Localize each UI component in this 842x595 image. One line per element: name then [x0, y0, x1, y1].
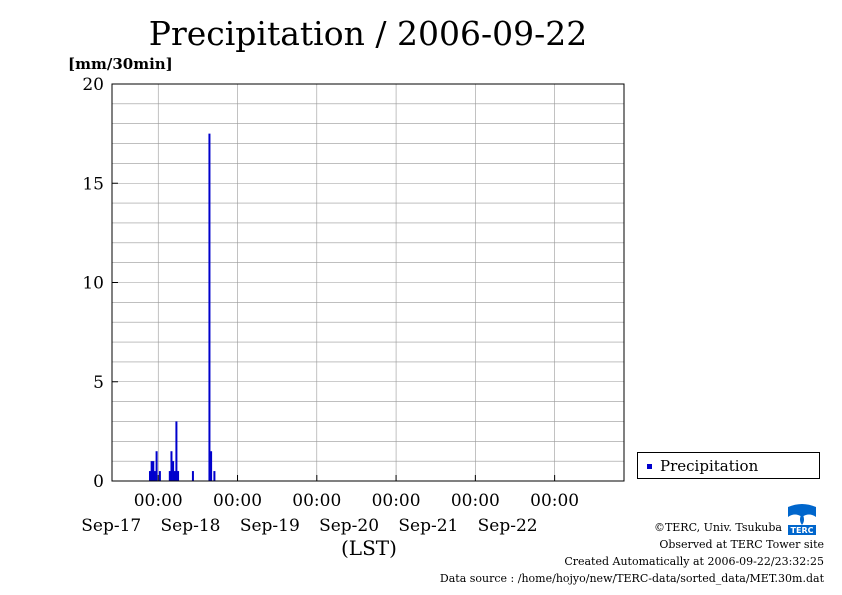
x-tick-date-label: Sep-20 [319, 516, 379, 536]
precipitation-bar [155, 451, 158, 481]
precipitation-bar [152, 461, 155, 481]
precipitation-bar [208, 133, 211, 481]
x-tick-time-label: 00:00 [134, 491, 183, 511]
x-tick-time-label: 00:00 [372, 491, 421, 511]
precipitation-bar [210, 451, 213, 481]
precipitation-bar [158, 471, 161, 481]
precipitation-bar [213, 471, 216, 481]
precipitation-bar [150, 461, 153, 481]
x-tick-time-label: 00:00 [451, 491, 500, 511]
chart-title: Precipitation / 2006-09-22 [148, 14, 588, 53]
x-tick-time-label: 00:00 [530, 491, 579, 511]
y-tick-label: 15 [82, 174, 104, 194]
precipitation-bar [175, 421, 178, 481]
legend: Precipitation [637, 452, 820, 479]
observed-text: Observed at TERC Tower site [659, 538, 824, 551]
precipitation-bar [177, 471, 180, 481]
precipitation-bar [168, 471, 171, 481]
y-tick-label: 0 [93, 472, 104, 492]
x-tick-time-label: 00:00 [213, 491, 262, 511]
precipitation-bars [148, 133, 216, 481]
precipitation-bar [172, 461, 175, 481]
precipitation-bar [153, 471, 156, 481]
y-axis-unit-label: [mm/30min] [68, 55, 173, 73]
precipitation-bar [148, 471, 151, 481]
x-axis-label: (LST) [341, 536, 397, 560]
x-tick-date-label: Sep-19 [240, 516, 300, 536]
axis-ticks: 0 5 10 15 20 00:00 Sep-17 00:00 Sep-18 00:00 Sep-1… [81, 75, 579, 536]
grid-lines [112, 84, 624, 481]
x-tick-date-label: Sep-18 [161, 516, 221, 536]
logo-text: TERC [791, 526, 814, 535]
created-text: Created Automatically at 2006-09-22/23:3… [564, 555, 824, 568]
precipitation-bar [170, 451, 173, 481]
legend-swatch-precipitation [647, 464, 652, 469]
x-tick-time-label: 00:00 [292, 491, 341, 511]
y-tick-label: 5 [93, 373, 104, 393]
legend-label-precipitation: Precipitation [660, 457, 759, 475]
data-source-text: Data source : /home/hojyo/new/TERC-data/… [439, 572, 824, 585]
x-tick-date-label: Sep-21 [398, 516, 458, 536]
copyright-text: ©TERC, Univ. Tsukuba [653, 521, 782, 534]
x-tick-date-label: Sep-22 [478, 516, 538, 536]
y-tick-label: 10 [82, 274, 104, 294]
precipitation-bar [173, 471, 176, 481]
terc-logo: TERC [785, 503, 819, 537]
precipitation-bar [191, 471, 194, 481]
y-tick-label: 20 [82, 75, 104, 95]
x-tick-date-label: Sep-17 [81, 516, 141, 536]
